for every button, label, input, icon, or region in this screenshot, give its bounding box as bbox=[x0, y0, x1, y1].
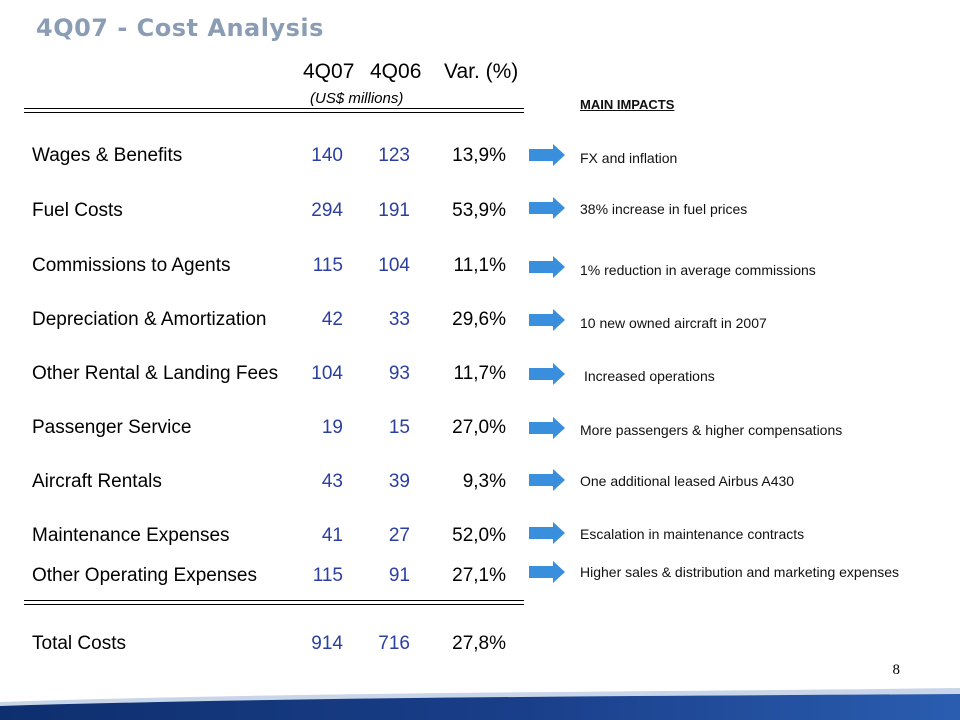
table-row: Wages & Benefits 140 123 13,9% bbox=[0, 145, 530, 175]
table-row: Commissions to Agents 115 104 11,1% bbox=[0, 255, 530, 285]
value-4q07: 104 bbox=[311, 363, 343, 384]
impact-text: 38% increase in fuel prices bbox=[580, 201, 748, 217]
table-row: Maintenance Expenses 41 27 52,0% bbox=[0, 525, 530, 555]
row-label: Wages & Benefits bbox=[32, 145, 183, 166]
right-arrow-icon bbox=[529, 363, 565, 385]
value-4q07: 140 bbox=[311, 145, 343, 166]
header-rule-bottom bbox=[24, 112, 524, 113]
right-arrow-icon bbox=[529, 197, 565, 219]
total-var: 27,8% bbox=[452, 633, 506, 654]
total-label: Total Costs bbox=[32, 633, 126, 654]
value-4q06: 104 bbox=[378, 255, 410, 276]
value-4q06: 123 bbox=[378, 145, 410, 166]
value-4q07: 42 bbox=[321, 309, 343, 330]
value-var: 27,1% bbox=[452, 565, 506, 586]
page-title: 4Q07 - Cost Analysis bbox=[36, 14, 324, 42]
row-label: Passenger Service bbox=[32, 417, 192, 438]
value-4q07: 115 bbox=[312, 255, 343, 276]
col-header-var: Var. (%) bbox=[444, 60, 519, 83]
row-label: Maintenance Expenses bbox=[32, 525, 230, 546]
row-label: Aircraft Rentals bbox=[32, 471, 162, 492]
table-row: Other Rental & Landing Fees 104 93 11,7% bbox=[0, 363, 530, 393]
value-var: 11,1% bbox=[453, 255, 506, 276]
value-4q07: 19 bbox=[321, 417, 343, 438]
total-row: Total Costs 914 716 27,8% bbox=[0, 633, 530, 663]
col-header-4q06: 4Q06 bbox=[370, 60, 422, 83]
right-arrow-icon bbox=[529, 309, 565, 331]
impact-text: 1% reduction in average commissions bbox=[580, 262, 816, 278]
header-rule-top bbox=[24, 108, 524, 109]
value-var: 11,7% bbox=[453, 363, 506, 384]
value-4q06: 191 bbox=[378, 200, 410, 221]
value-var: 9,3% bbox=[462, 471, 506, 492]
table-row: Other Operating Expenses 115 91 27,1% bbox=[0, 565, 530, 595]
impact-text: Increased operations bbox=[584, 368, 715, 384]
value-var: 29,6% bbox=[452, 309, 506, 330]
right-arrow-icon bbox=[529, 144, 565, 166]
value-var: 13,9% bbox=[452, 145, 506, 166]
unit-label: (US$ millions) bbox=[310, 90, 404, 107]
total-4q06: 716 bbox=[378, 633, 410, 654]
impact-text: FX and inflation bbox=[580, 150, 678, 166]
row-label: Fuel Costs bbox=[32, 200, 123, 221]
value-4q07: 43 bbox=[321, 471, 343, 492]
value-4q07: 115 bbox=[312, 565, 343, 586]
row-label: Commissions to Agents bbox=[32, 255, 231, 276]
col-header-4q07: 4Q07 bbox=[303, 60, 355, 83]
right-arrow-icon bbox=[529, 522, 565, 544]
value-var: 52,0% bbox=[452, 525, 506, 546]
page-number: 8 bbox=[892, 662, 901, 678]
row-label: Other Operating Expenses bbox=[32, 565, 257, 586]
right-arrow-icon bbox=[529, 256, 565, 278]
value-4q06: 27 bbox=[388, 525, 410, 546]
main-impacts-heading: MAIN IMPACTS bbox=[580, 97, 675, 112]
value-4q06: 33 bbox=[388, 309, 410, 330]
table-row: Depreciation & Amortization 42 33 29,6% bbox=[0, 309, 530, 339]
value-var: 53,9% bbox=[452, 200, 506, 221]
right-arrow-icon bbox=[529, 469, 565, 491]
table-row: Fuel Costs 294 191 53,9% bbox=[0, 200, 530, 230]
impact-text: One additional leased Airbus A430 bbox=[580, 473, 795, 489]
value-4q06: 39 bbox=[388, 471, 410, 492]
impact-text: 10 new owned aircraft in 2007 bbox=[580, 315, 767, 331]
impact-text: Higher sales & distribution and marketin… bbox=[580, 564, 900, 580]
row-label: Depreciation & Amortization bbox=[32, 309, 267, 330]
value-4q06: 15 bbox=[388, 417, 410, 438]
footer-band bbox=[0, 688, 960, 720]
total-rule-bottom bbox=[24, 604, 524, 605]
value-4q06: 93 bbox=[388, 363, 410, 384]
row-label: Other Rental & Landing Fees bbox=[32, 363, 279, 384]
right-arrow-icon bbox=[529, 561, 565, 583]
impact-text: Escalation in maintenance contracts bbox=[580, 526, 805, 542]
table-row: Aircraft Rentals 43 39 9,3% bbox=[0, 471, 530, 501]
value-4q07: 41 bbox=[321, 525, 343, 546]
total-rule-top bbox=[24, 600, 524, 601]
value-4q07: 294 bbox=[311, 200, 343, 221]
value-var: 27,0% bbox=[452, 417, 506, 438]
impact-text: More passengers & higher compensations bbox=[580, 422, 843, 438]
value-4q06: 91 bbox=[388, 565, 410, 586]
table-row: Passenger Service 19 15 27,0% bbox=[0, 417, 530, 447]
right-arrow-icon bbox=[529, 417, 565, 439]
total-4q07: 914 bbox=[311, 633, 343, 654]
